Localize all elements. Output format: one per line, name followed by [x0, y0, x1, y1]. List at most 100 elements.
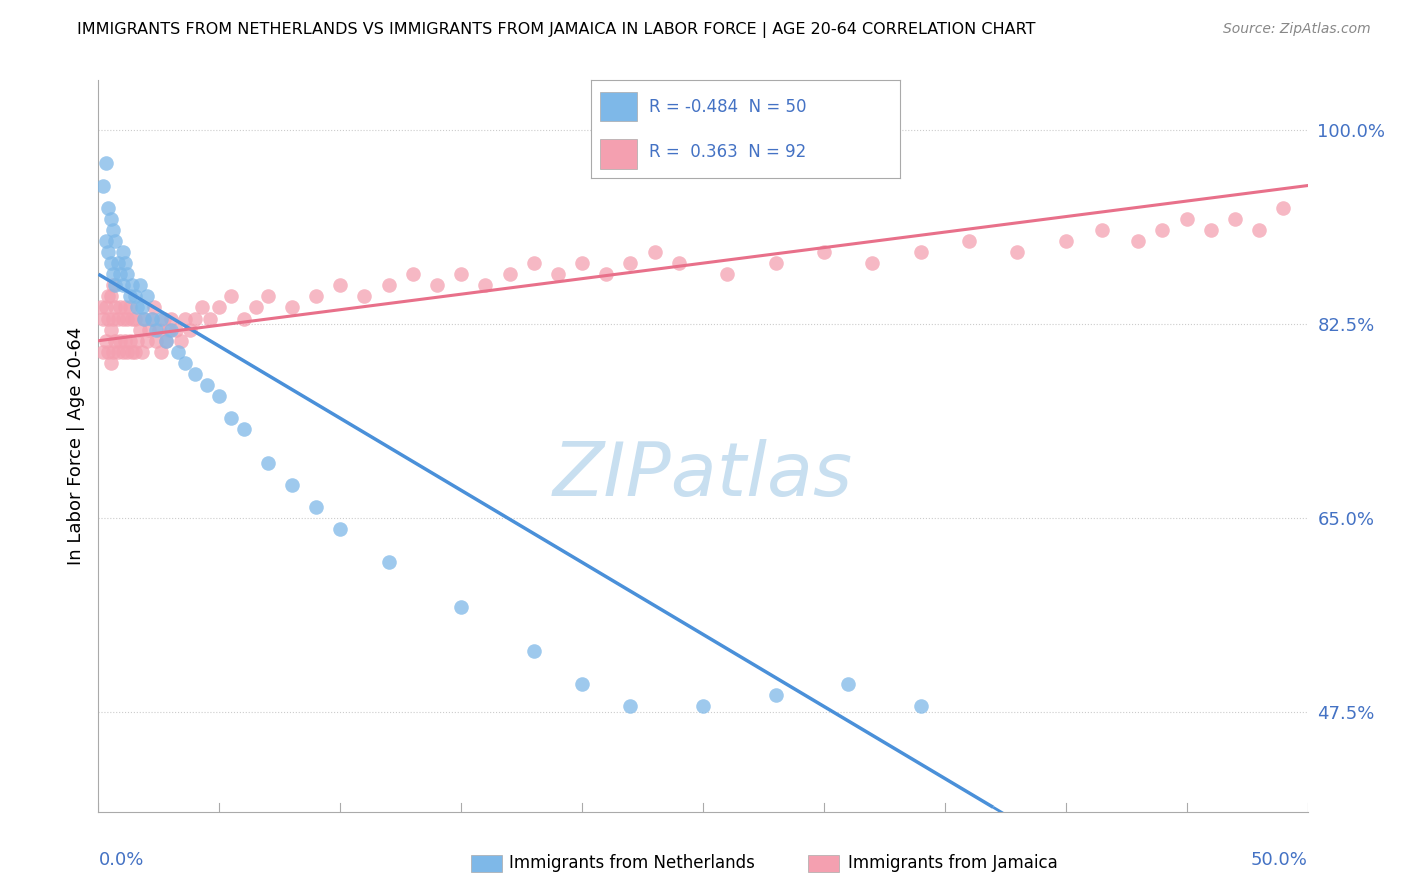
Point	[232, 422, 254, 436]
Point	[91, 178, 114, 193]
Point	[111, 311, 134, 326]
Point	[221, 289, 243, 303]
Point	[1272, 201, 1295, 215]
Point	[90, 301, 112, 315]
Point	[1175, 211, 1198, 226]
Point	[141, 311, 163, 326]
Point	[184, 367, 207, 381]
Point	[111, 344, 134, 359]
Point	[281, 301, 304, 315]
Point	[121, 278, 143, 293]
Point	[1091, 223, 1114, 237]
Point	[101, 267, 124, 281]
Point	[571, 677, 593, 691]
Point	[145, 323, 167, 337]
Text: Source: ZipAtlas.com: Source: ZipAtlas.com	[1223, 22, 1371, 37]
Point	[100, 289, 122, 303]
Point	[104, 301, 127, 315]
Point	[127, 301, 149, 315]
Point	[450, 267, 472, 281]
Point	[118, 334, 141, 348]
Point	[191, 301, 214, 315]
Point	[91, 344, 114, 359]
Point	[377, 278, 399, 293]
Point	[184, 311, 207, 326]
Point	[174, 311, 197, 326]
Point	[100, 356, 122, 370]
Point	[121, 311, 143, 326]
Point	[114, 334, 136, 348]
Point	[150, 311, 173, 326]
Point	[97, 201, 120, 215]
Point	[94, 334, 117, 348]
Point	[167, 344, 190, 359]
Point	[152, 311, 174, 326]
Point	[97, 344, 120, 359]
Point	[450, 599, 472, 614]
Text: R = -0.484  N = 50: R = -0.484 N = 50	[650, 98, 807, 116]
Point	[101, 344, 124, 359]
Point	[124, 344, 146, 359]
Point	[108, 267, 131, 281]
Point	[910, 699, 932, 714]
Point	[1223, 211, 1246, 226]
Point	[198, 311, 221, 326]
Point	[256, 289, 278, 303]
Point	[111, 245, 134, 260]
Point	[155, 334, 177, 348]
Point	[1054, 234, 1077, 248]
Point	[135, 334, 157, 348]
Point	[94, 234, 117, 248]
Point	[94, 156, 117, 170]
Point	[402, 267, 425, 281]
Point	[174, 356, 197, 370]
Bar	[600, 92, 637, 121]
Point	[1128, 234, 1150, 248]
Point	[157, 323, 180, 337]
Point	[160, 311, 183, 326]
Point	[208, 389, 231, 403]
Point	[107, 344, 129, 359]
Point	[124, 311, 146, 326]
Point	[595, 267, 617, 281]
Point	[155, 334, 177, 348]
Point	[131, 344, 153, 359]
Point	[97, 311, 120, 326]
Point	[101, 223, 124, 237]
Point	[329, 522, 352, 536]
Point	[165, 323, 187, 337]
Point	[208, 301, 231, 315]
Point	[571, 256, 593, 270]
Point	[97, 245, 120, 260]
Point	[128, 323, 150, 337]
Point	[305, 500, 328, 514]
Point	[619, 699, 641, 714]
Text: Immigrants from Jamaica: Immigrants from Jamaica	[848, 855, 1057, 872]
Text: 50.0%: 50.0%	[1251, 850, 1308, 869]
Text: Immigrants from Netherlands: Immigrants from Netherlands	[509, 855, 755, 872]
Point	[1249, 223, 1271, 237]
Point	[692, 699, 714, 714]
Point	[131, 301, 153, 315]
Point	[104, 234, 127, 248]
Point	[1199, 223, 1222, 237]
Point	[94, 301, 117, 315]
Point	[111, 278, 134, 293]
Point	[117, 267, 139, 281]
Point	[114, 256, 136, 270]
Point	[107, 256, 129, 270]
Text: R =  0.363  N = 92: R = 0.363 N = 92	[650, 143, 807, 161]
Point	[619, 256, 641, 270]
Point	[426, 278, 449, 293]
Point	[100, 256, 122, 270]
Point	[1152, 223, 1174, 237]
Point	[195, 378, 218, 392]
Point	[668, 256, 690, 270]
Text: IMMIGRANTS FROM NETHERLANDS VS IMMIGRANTS FROM JAMAICA IN LABOR FORCE | AGE 20-6: IMMIGRANTS FROM NETHERLANDS VS IMMIGRANT…	[77, 22, 1036, 38]
Point	[281, 477, 304, 491]
Point	[1007, 245, 1029, 260]
Point	[547, 267, 569, 281]
Point	[813, 245, 835, 260]
Point	[101, 311, 124, 326]
Point	[117, 344, 139, 359]
